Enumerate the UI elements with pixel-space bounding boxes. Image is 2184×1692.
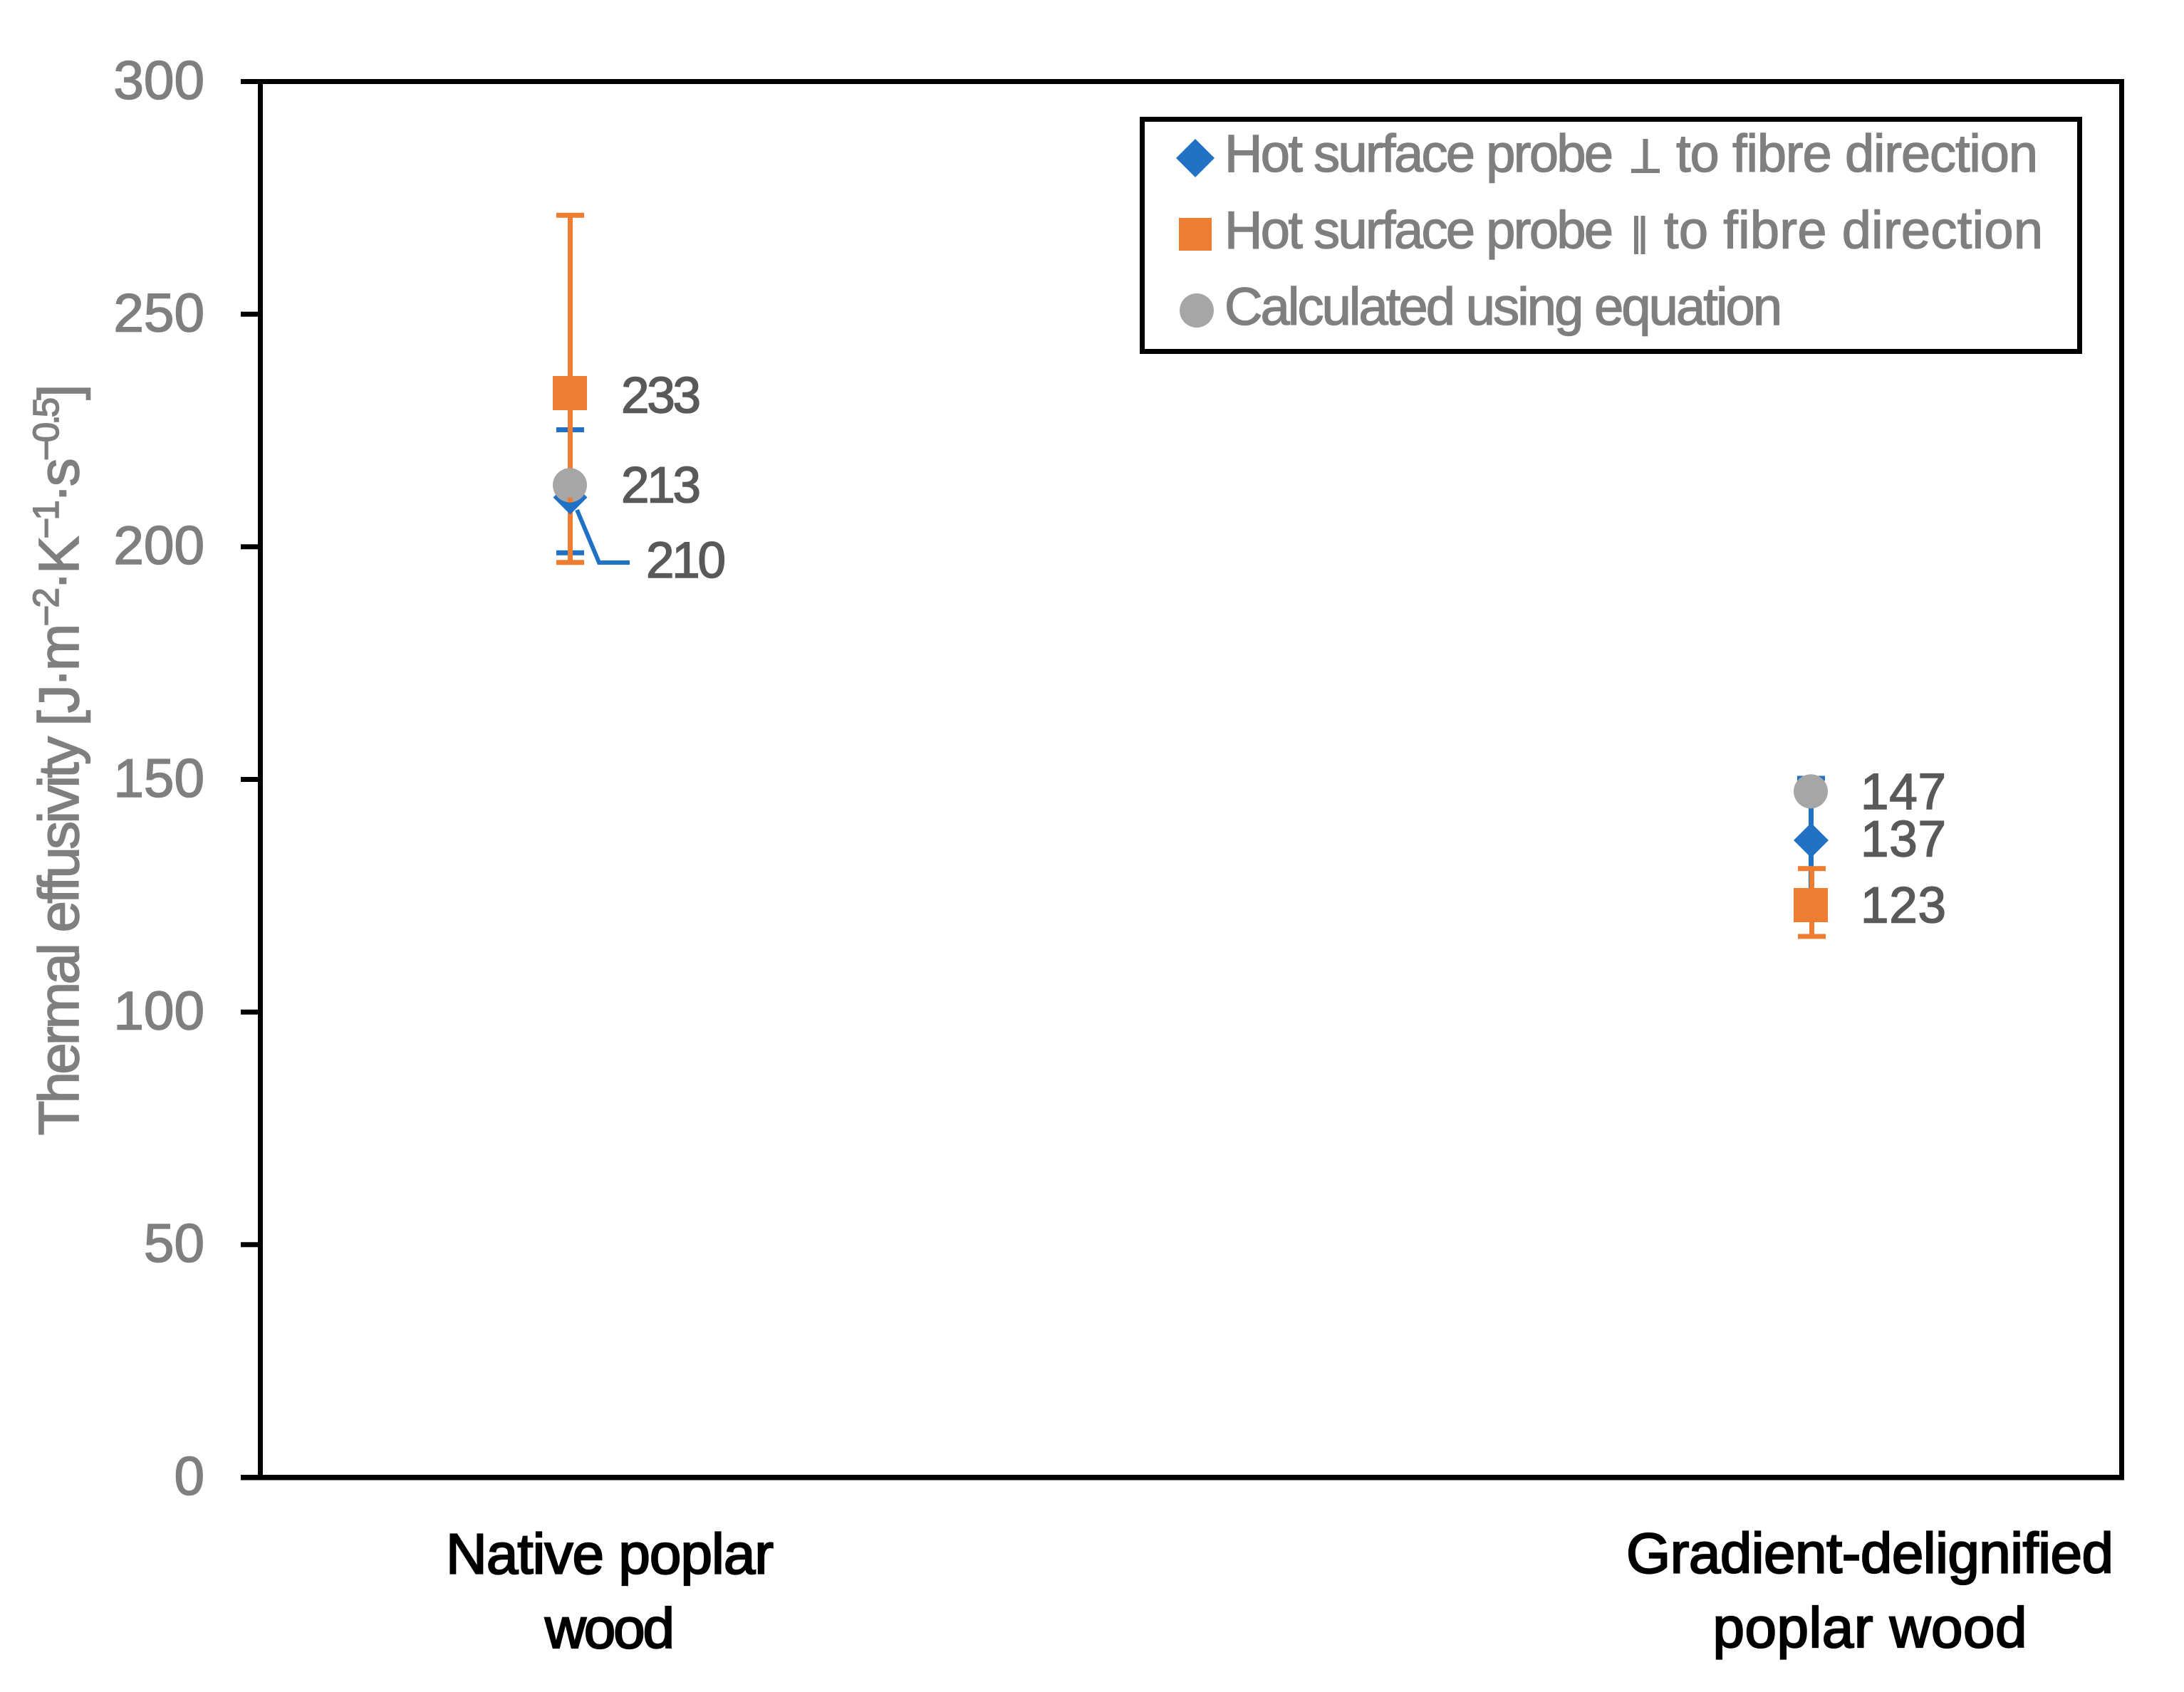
svg-text:123: 123	[1861, 878, 1946, 934]
svg-text:200: 200	[113, 516, 204, 576]
svg-text:100: 100	[113, 981, 204, 1042]
svg-text:Native poplar: Native poplar	[446, 1522, 774, 1585]
svg-text:Thermal effusivity [J·m−2·K−1·: Thermal effusivity [J·m−2·K−1·s−0.5]	[26, 385, 91, 1136]
svg-text:250: 250	[113, 283, 204, 344]
svg-text:147: 147	[1861, 764, 1946, 820]
svg-text:Gradient-delignified: Gradient-delignified	[1626, 1522, 2113, 1585]
svg-text:0: 0	[174, 1446, 204, 1507]
svg-text:Hot surface probe: Hot surface probe	[1224, 200, 1613, 259]
svg-text:137: 137	[1861, 812, 1946, 868]
svg-text:210: 210	[646, 533, 726, 589]
svg-text:to fibre direction: to fibre direction	[1664, 200, 2043, 259]
svg-text:233: 233	[621, 367, 701, 424]
svg-text:Calculated using equation: Calculated using equation	[1224, 277, 1782, 336]
svg-text:213: 213	[621, 458, 701, 514]
svg-text:50: 50	[144, 1213, 204, 1274]
svg-text:150: 150	[113, 748, 204, 809]
svg-text:to fibre direction: to fibre direction	[1676, 124, 2038, 183]
svg-text:Hot surface probe: Hot surface probe	[1224, 124, 1613, 183]
svg-text:poplar wood: poplar wood	[1713, 1596, 2027, 1659]
svg-text:wood: wood	[544, 1597, 675, 1660]
svg-text:300: 300	[113, 51, 204, 111]
